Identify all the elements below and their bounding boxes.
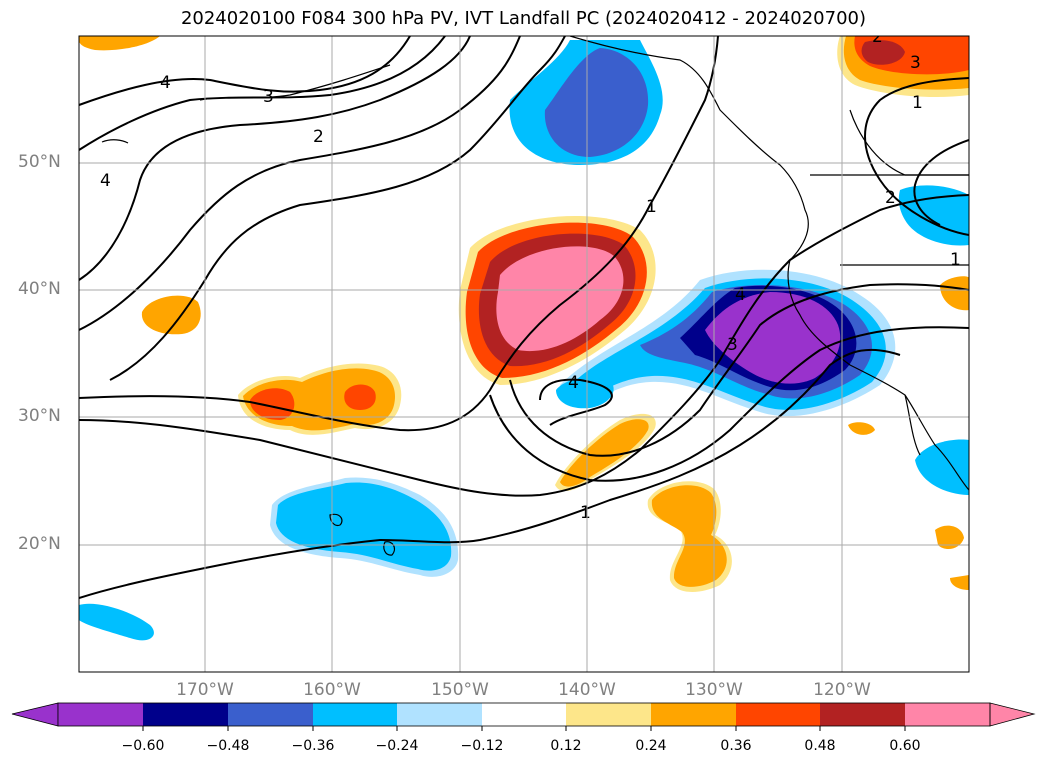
- lat-label: 20°N: [18, 534, 61, 554]
- contour-label: 2: [885, 188, 896, 208]
- positive-anomaly-tiny: [848, 422, 875, 435]
- contour-label: 3: [727, 335, 738, 355]
- negative-anomaly-gulf-of-alaska: [509, 40, 663, 165]
- positive-anomaly-streak: [555, 413, 656, 492]
- contour-label: 4: [100, 171, 111, 191]
- colorbar-tick-label: −0.36: [291, 738, 335, 754]
- negative-anomaly-hawaii: [270, 477, 459, 577]
- positive-anomaly-topleft: [79, 36, 160, 51]
- positive-anomaly-small: [141, 295, 201, 335]
- lon-label: 170°W: [176, 680, 234, 700]
- colorbar-bin: [566, 703, 651, 726]
- contour-label: 3: [910, 53, 921, 73]
- colorbar-tick-label: 0.24: [635, 738, 667, 754]
- colorbar-bin: [482, 703, 566, 726]
- positive-anomaly-edge: [950, 575, 969, 590]
- positive-anomaly-south: [647, 481, 732, 592]
- contour-label: 4: [735, 285, 746, 305]
- negative-anomaly-west-coast: [560, 269, 896, 417]
- contour-label: 2: [313, 127, 324, 147]
- contour-label: 1: [950, 250, 961, 270]
- colorbar-bin: [58, 703, 143, 726]
- positive-anomaly-baja: [935, 525, 964, 550]
- negative-anomaly-southwest: [79, 603, 154, 641]
- lon-label: 140°W: [558, 680, 616, 700]
- colorbar-tick-label: −0.24: [375, 738, 419, 754]
- positive-anomaly-inland: [940, 276, 969, 311]
- colorbar-bin: [905, 703, 990, 726]
- colorbar-tick-label: 0.60: [889, 738, 921, 754]
- positive-anomaly-topright: [837, 36, 969, 97]
- colorbar-bin: [228, 703, 313, 726]
- contour-label: 1: [580, 503, 591, 523]
- positive-anomaly-central: [458, 216, 656, 385]
- colorbar-tick-label: 0.12: [550, 738, 582, 754]
- colorbar-extend-low: [11, 702, 59, 727]
- contour-label: 1: [646, 197, 657, 217]
- lat-label: 30°N: [18, 406, 61, 426]
- lon-label: 150°W: [431, 680, 489, 700]
- map-title: 2024020100 F084 300 hPa PV, IVT Landfall…: [180, 8, 867, 29]
- colorbar-tick-label: 0.48: [804, 738, 836, 754]
- lat-label: 50°N: [18, 152, 61, 172]
- lat-label: 40°N: [18, 279, 61, 299]
- colorbar-bin: [651, 703, 736, 726]
- contour-label-group: 4 3 2 1 4 2 4 3 4 1 1 3 2 1: [100, 27, 961, 523]
- contour-label: 4: [160, 73, 171, 93]
- colorbar-tick-label: −0.48: [206, 738, 250, 754]
- contour-lines: [79, 36, 969, 599]
- lon-label: 120°W: [813, 680, 871, 700]
- colorbar-tick-label: −0.60: [121, 738, 165, 754]
- contour-label: 1: [912, 93, 923, 113]
- colorbar-bin: [736, 703, 820, 726]
- negative-anomaly-mexico: [915, 439, 969, 495]
- contour-label: 4: [568, 373, 579, 393]
- colorbar-bin: [143, 703, 228, 726]
- coastlines: [101, 36, 969, 556]
- contour-label: 2: [872, 27, 883, 47]
- colorbar-bin: [397, 703, 482, 726]
- colorbar-bin: [820, 703, 905, 726]
- lon-label: 130°W: [685, 680, 743, 700]
- contour-label: 3: [263, 87, 274, 107]
- colorbar: [11, 702, 1036, 731]
- colorbar-tick-label: −0.12: [460, 738, 504, 754]
- gridlines: [79, 36, 969, 672]
- map-frame: [78, 35, 970, 673]
- colorbar-bin: [313, 703, 397, 726]
- lon-label: 160°W: [303, 680, 361, 700]
- colorbar-extend-high: [989, 702, 1036, 727]
- colorbar-tick-label: 0.36: [720, 738, 752, 754]
